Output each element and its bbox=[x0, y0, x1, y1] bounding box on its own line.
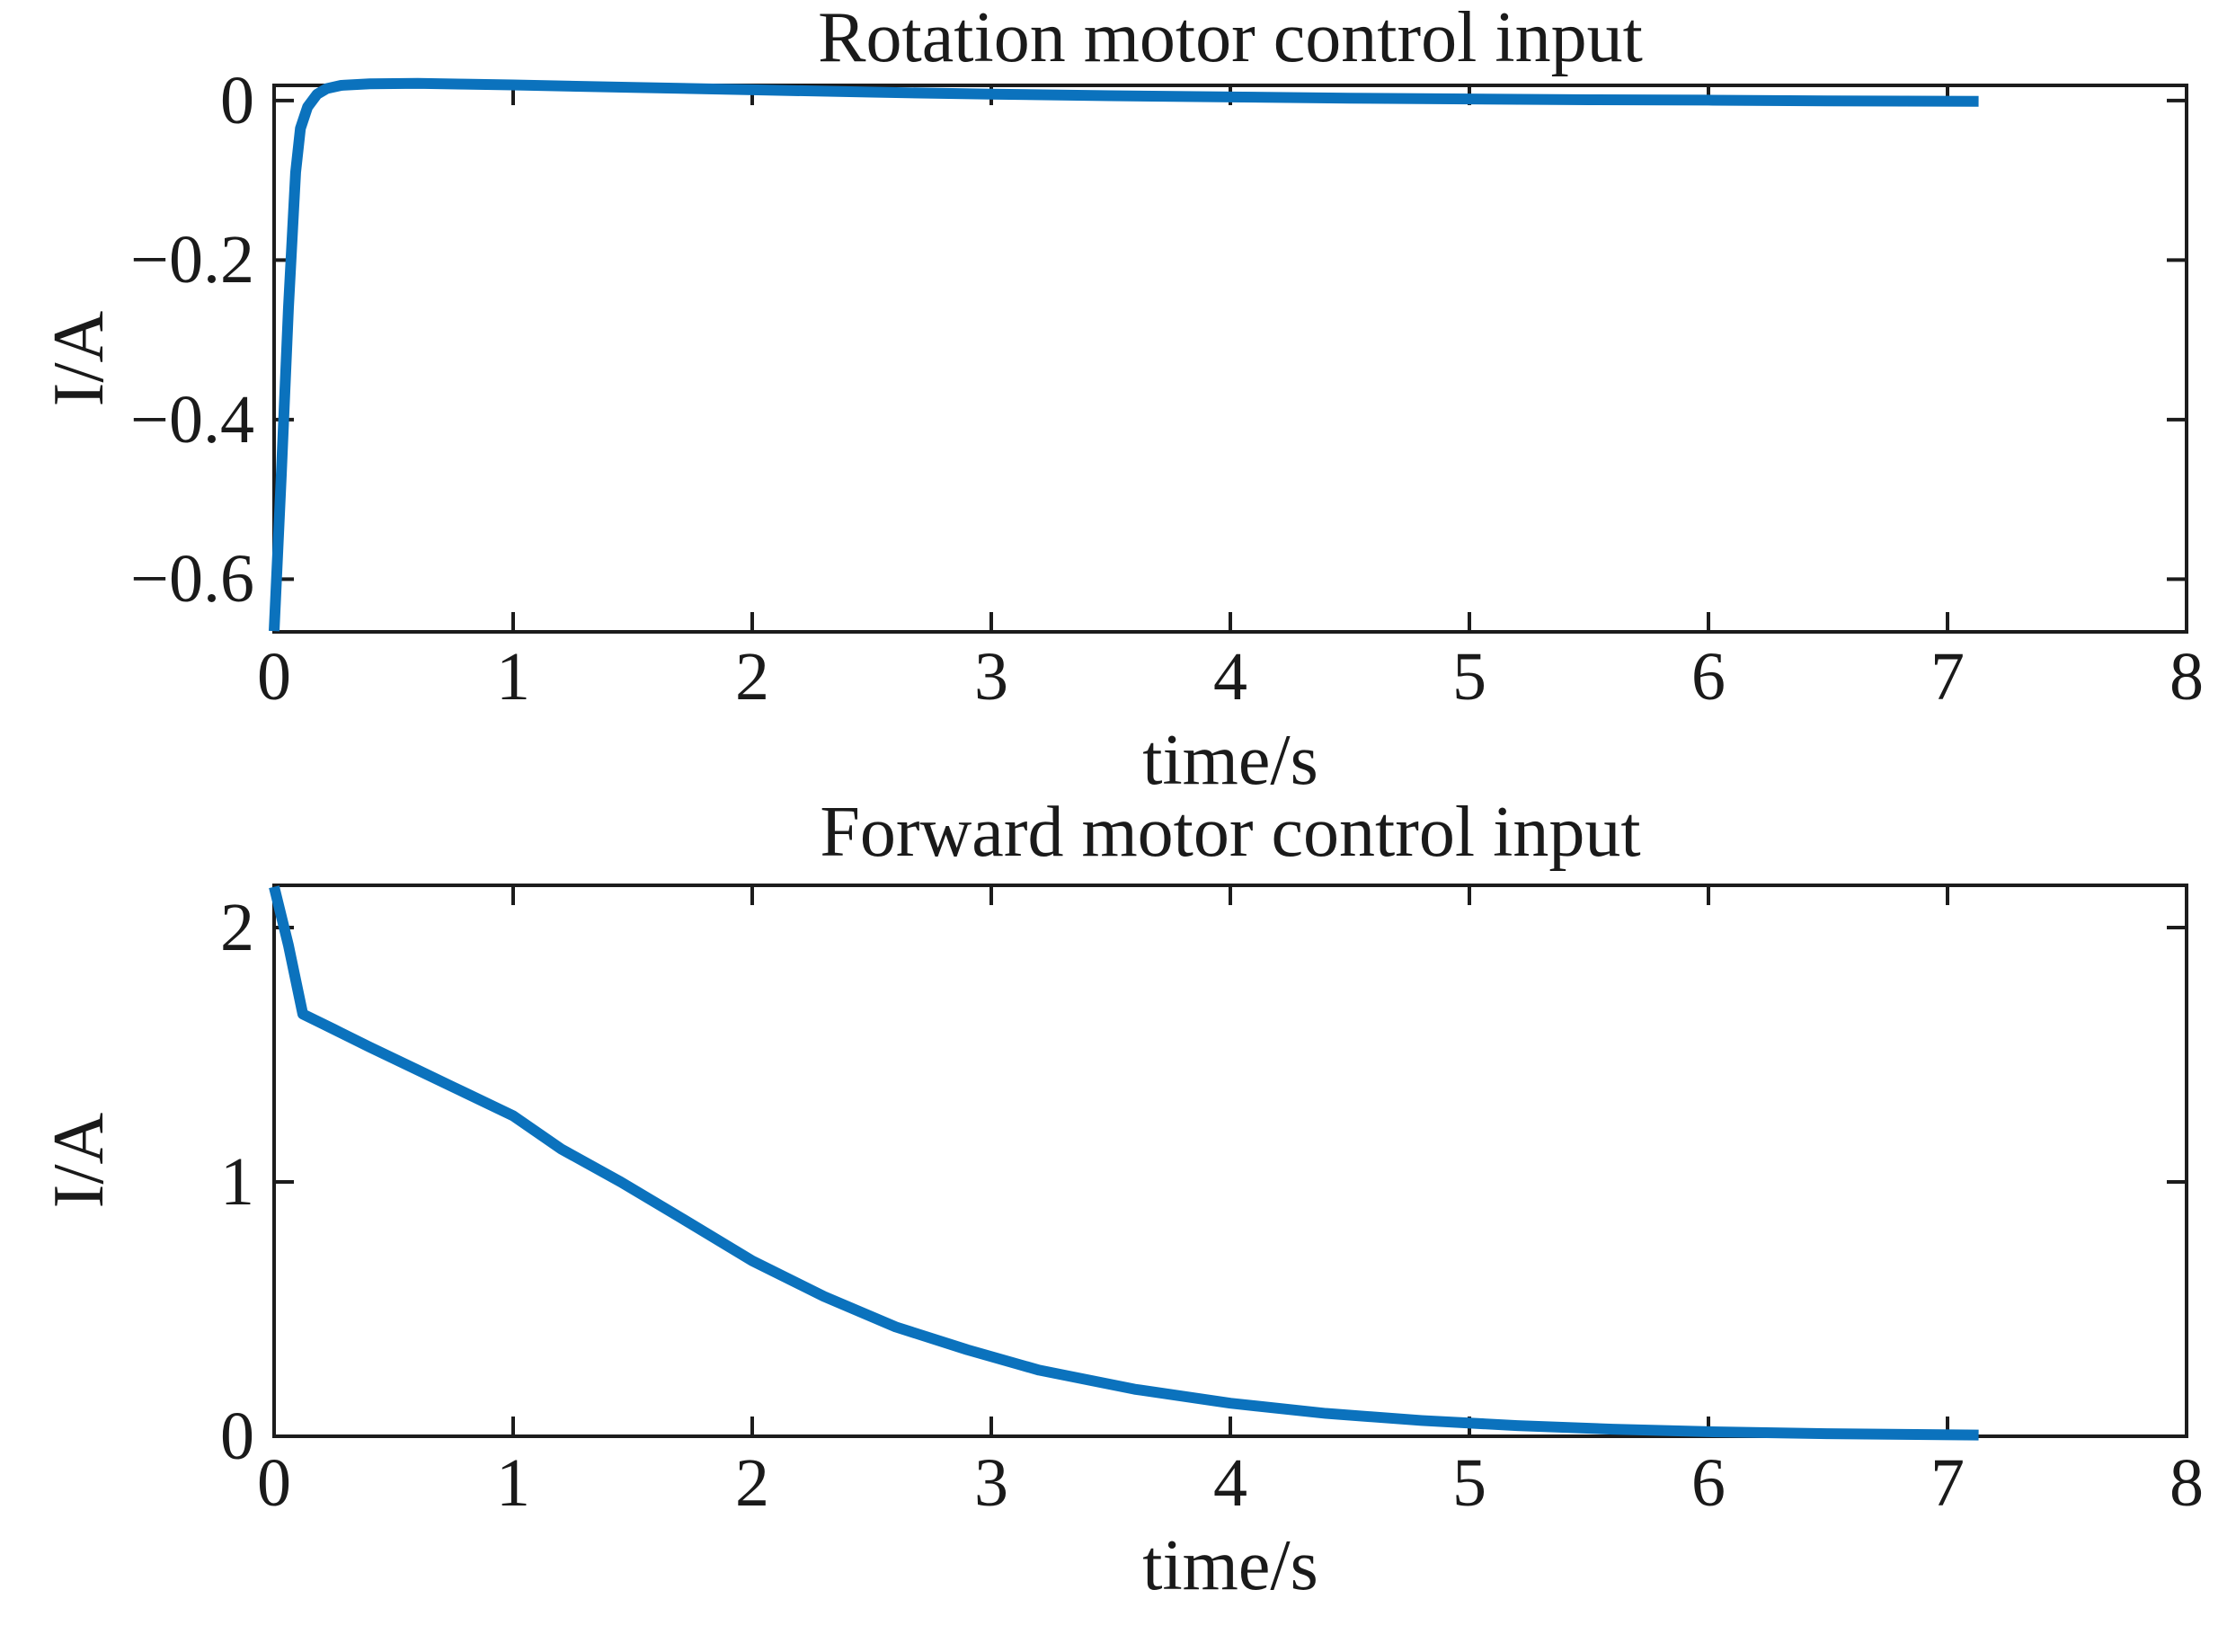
subplot1-x-tick-label: 0 bbox=[257, 639, 291, 715]
subplot2-x-tick-label: 0 bbox=[257, 1445, 291, 1521]
subplot2-y-axis-label: I/A bbox=[40, 1112, 119, 1209]
subplot1-x-tick-label: 2 bbox=[735, 639, 769, 715]
subplot2-x-axis-label: time/s bbox=[1142, 1526, 1318, 1605]
subplot1-y-tick-label: −0.6 bbox=[130, 541, 254, 617]
subplot2-plot-box bbox=[272, 884, 2188, 1438]
subplot2-x-tick-label: 5 bbox=[1452, 1445, 1486, 1521]
subplot1-y-tick-label: 0 bbox=[220, 62, 254, 138]
subplot1-plot-box bbox=[272, 84, 2188, 634]
forward-motor-current-line bbox=[269, 885, 1979, 1441]
subplot1-x-tick-label: 4 bbox=[1213, 639, 1247, 715]
subplot1-x-tick-label: 1 bbox=[496, 639, 530, 715]
subplot2-x-tick-label: 7 bbox=[1930, 1445, 1965, 1521]
subplot1-x-tick-label: 5 bbox=[1452, 639, 1486, 715]
subplot2-x-tick-label: 2 bbox=[735, 1445, 769, 1521]
subplot2-axes bbox=[272, 884, 2188, 1438]
subplot1-y-tick-label: −0.4 bbox=[130, 381, 254, 457]
subplot2-x-tick-label: 3 bbox=[974, 1445, 1008, 1521]
subplot2-y-tick-label: 1 bbox=[220, 1143, 254, 1220]
subplot2-x-tick-label: 6 bbox=[1691, 1445, 1726, 1521]
subplot1-x-tick-label: 6 bbox=[1691, 639, 1726, 715]
subplot2-y-tick-label: 2 bbox=[220, 889, 254, 965]
subplot1-x-tick-label: 7 bbox=[1930, 639, 1965, 715]
subplot1-y-tick-label: −0.2 bbox=[130, 222, 254, 298]
subplot2-x-tick-label: 1 bbox=[496, 1445, 530, 1521]
subplot2-title: Forward motor control input bbox=[820, 793, 1641, 872]
subplot1-y-axis-label: I/A bbox=[40, 310, 119, 407]
subplot1-x-tick-label: 8 bbox=[2169, 639, 2204, 715]
rotation-motor-current-line bbox=[269, 77, 1979, 632]
subplot2-x-tick-label: 8 bbox=[2169, 1445, 2204, 1521]
subplot1-x-tick-label: 3 bbox=[974, 639, 1008, 715]
subplot1-axes bbox=[272, 84, 2188, 634]
subplot1-title: Rotation motor control input bbox=[818, 0, 1643, 77]
subplot2-y-tick-label: 0 bbox=[220, 1399, 254, 1474]
subplot2-x-tick-label: 4 bbox=[1213, 1445, 1247, 1521]
subplot1-x-axis-label: time/s bbox=[1142, 721, 1318, 800]
